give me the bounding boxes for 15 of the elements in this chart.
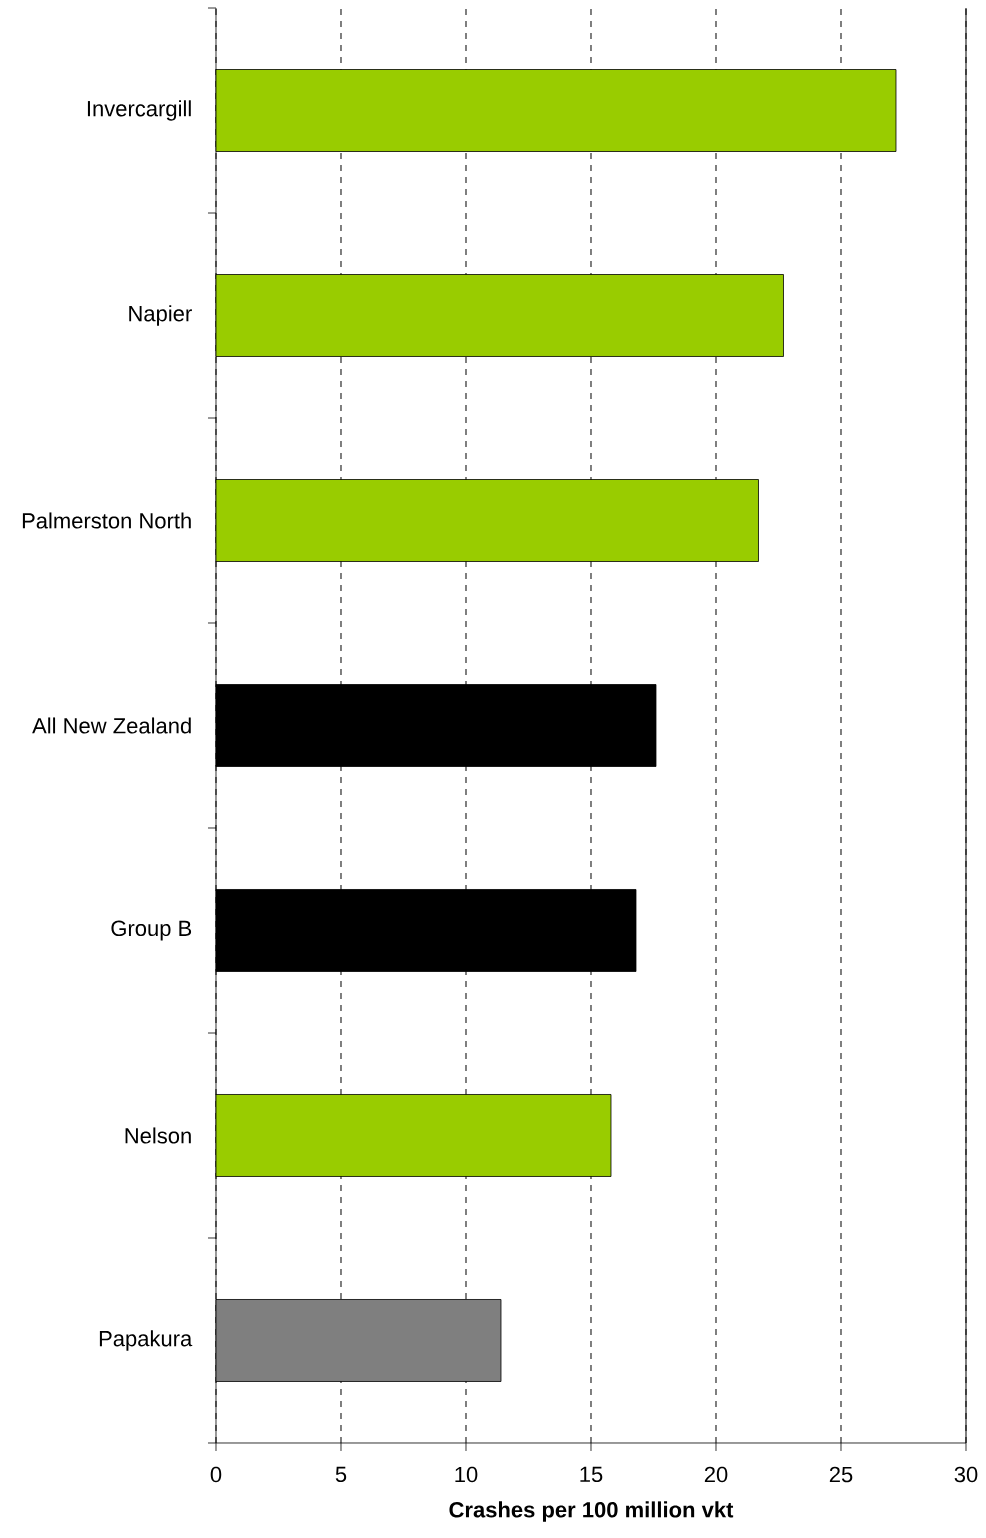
x-tick-label: 25 xyxy=(830,1466,853,1483)
x-tick-label: 20 xyxy=(705,1466,728,1483)
y-tick-label: All New Zealand xyxy=(32,717,192,734)
x-tick-label: 10 xyxy=(455,1466,478,1483)
x-tick-label: 15 xyxy=(580,1466,603,1483)
x-tick-label: 30 xyxy=(954,1466,978,1483)
y-tick-label: Group B xyxy=(111,920,192,941)
y-tick-label: Nelson xyxy=(125,1127,192,1144)
x-axis-title: Crashes per 100 million vkt xyxy=(449,1501,734,1522)
y-tick-label: Palmerston North xyxy=(23,512,191,529)
y-tick-label: Napier xyxy=(129,305,193,326)
y-tick-label: Invercargill xyxy=(88,100,191,121)
x-tick-label: 0 xyxy=(210,1466,222,1483)
x-tick-label: 5 xyxy=(335,1466,347,1483)
y-tick-label: Papakura xyxy=(100,1330,193,1351)
